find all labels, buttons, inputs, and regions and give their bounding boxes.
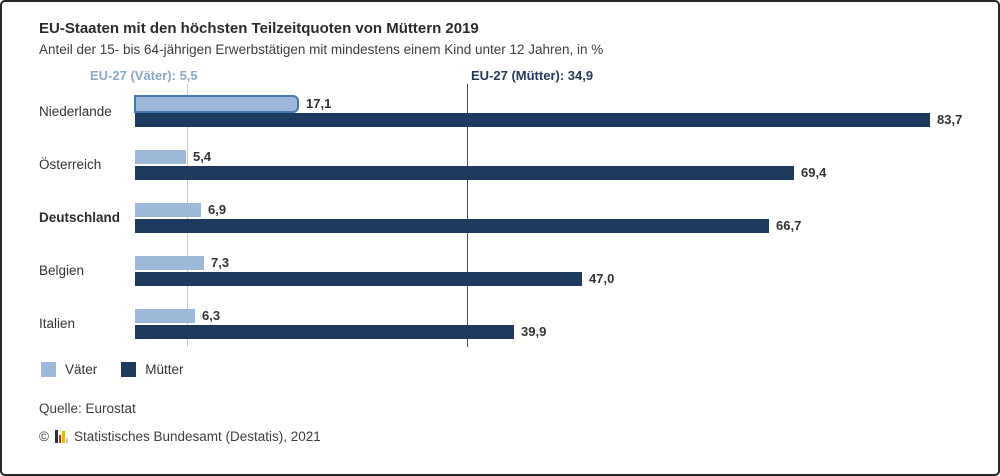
bar-vaeter-italien[interactable] [135, 309, 195, 323]
source-note: Quelle: Eurostat [39, 401, 136, 416]
category-label-niederlande: Niederlande [39, 104, 112, 119]
bar-muetter-italien[interactable] [135, 325, 514, 339]
value-label-muetter-italien: 39,9 [521, 324, 547, 339]
bar-vaeter-niederlande[interactable] [134, 95, 299, 113]
bar-muetter-niederlande[interactable] [135, 113, 930, 127]
bar-muetter-deutschland[interactable] [135, 219, 769, 233]
value-label-muetter-deutschland: 66,7 [776, 218, 802, 233]
muetter-swatch-icon [121, 362, 137, 377]
category-label-belgien: Belgien [39, 263, 85, 278]
copyright-symbol: © [39, 429, 49, 444]
legend-label-vaeter: Väter [65, 362, 98, 377]
legend: Väter Mütter [41, 362, 184, 377]
bar-muetter-belgien[interactable] [135, 272, 582, 286]
value-label-muetter-oesterreich: 69,4 [801, 165, 827, 180]
legend-item-muetter[interactable]: Mütter [121, 362, 184, 377]
value-label-muetter-niederlande: 83,7 [937, 112, 963, 127]
value-label-muetter-belgien: 47,0 [589, 271, 615, 286]
value-label-vaeter-oesterreich: 5,4 [193, 149, 212, 164]
chart-subtitle: Anteil der 15- bis 64-jährigen Erwerbstä… [39, 42, 604, 57]
value-label-vaeter-niederlande: 17,1 [306, 96, 332, 111]
copyright-note: © Statistisches Bundesamt (Destatis), 20… [39, 429, 321, 444]
chart-title: EU-Staaten mit den höchsten Teilzeitquot… [39, 20, 479, 37]
bar-vaeter-oesterreich[interactable] [135, 150, 186, 164]
legend-label-muetter: Mütter [145, 362, 184, 377]
vaeter-swatch-icon [41, 362, 56, 377]
bar-vaeter-deutschland[interactable] [135, 203, 201, 217]
category-label-italien: Italien [39, 316, 76, 331]
legend-item-vaeter[interactable]: Väter [41, 362, 97, 377]
reference-line-muetter [467, 84, 468, 347]
bar-vaeter-belgien[interactable] [135, 256, 204, 270]
category-label-deutschland: Deutschland [39, 210, 121, 225]
reference-label-muetter: EU-27 (Mütter): 34,9 [471, 68, 594, 83]
reference-label-vaeter: EU-27 (Väter): 5,5 [90, 68, 198, 83]
value-label-vaeter-deutschland: 6,9 [208, 202, 227, 217]
value-label-vaeter-belgien: 7,3 [211, 255, 230, 270]
value-label-vaeter-italien: 6,3 [202, 308, 221, 323]
destatis-logo-icon [54, 430, 68, 443]
copyright-text: Statistisches Bundesamt (Destatis), 2021 [73, 429, 321, 444]
bar-muetter-oesterreich[interactable] [135, 166, 794, 180]
category-label-oesterreich: Österreich [39, 157, 102, 172]
